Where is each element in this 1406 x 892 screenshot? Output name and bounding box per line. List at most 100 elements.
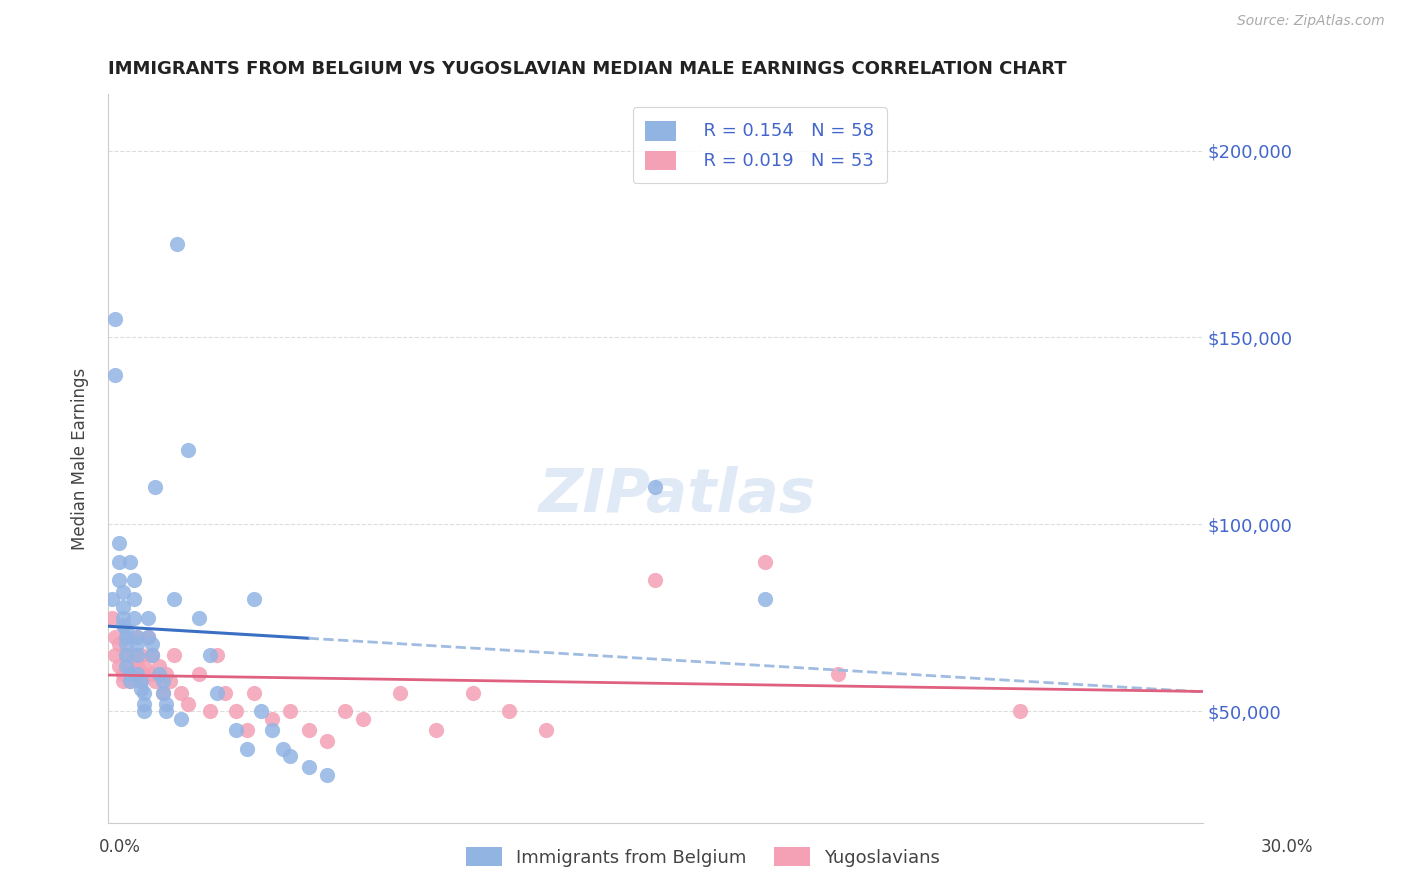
Point — [115, 659, 138, 673]
Point — [115, 622, 138, 636]
Point — [129, 681, 152, 696]
Point — [152, 685, 174, 699]
Point — [127, 667, 149, 681]
Point — [122, 667, 145, 681]
Point — [134, 685, 156, 699]
Point — [425, 723, 447, 737]
Point — [115, 648, 138, 663]
Point — [214, 685, 236, 699]
Point — [1010, 704, 1032, 718]
Point — [280, 749, 302, 764]
Legend: Immigrants from Belgium, Yugoslavians: Immigrants from Belgium, Yugoslavians — [458, 840, 948, 874]
Legend:   R = 0.154   N = 58,   R = 0.019   N = 53: R = 0.154 N = 58, R = 0.019 N = 53 — [633, 107, 887, 183]
Point — [145, 480, 167, 494]
Point — [129, 648, 152, 663]
Point — [243, 685, 266, 699]
Point — [104, 648, 127, 663]
Point — [298, 723, 321, 737]
Point — [198, 704, 221, 718]
Point — [108, 574, 131, 588]
Point — [644, 480, 666, 494]
Point — [148, 659, 170, 673]
Point — [498, 704, 520, 718]
Point — [163, 648, 186, 663]
Point — [115, 667, 138, 681]
Point — [461, 685, 484, 699]
Point — [118, 674, 141, 689]
Point — [118, 659, 141, 673]
Point — [316, 768, 339, 782]
Point — [129, 674, 152, 689]
Point — [163, 592, 186, 607]
Point — [754, 592, 776, 607]
Point — [111, 611, 134, 625]
Point — [134, 704, 156, 718]
Point — [127, 630, 149, 644]
Point — [207, 685, 229, 699]
Point — [127, 659, 149, 673]
Point — [111, 618, 134, 632]
Point — [141, 667, 163, 681]
Point — [134, 659, 156, 673]
Point — [155, 704, 177, 718]
Point — [316, 734, 339, 748]
Point — [388, 685, 411, 699]
Point — [170, 712, 193, 726]
Point — [177, 442, 200, 457]
Point — [129, 674, 152, 689]
Point — [104, 630, 127, 644]
Point — [155, 697, 177, 711]
Point — [298, 760, 321, 774]
Point — [754, 555, 776, 569]
Point — [280, 704, 302, 718]
Point — [111, 674, 134, 689]
Point — [118, 674, 141, 689]
Point — [104, 368, 127, 382]
Point — [100, 592, 122, 607]
Point — [115, 648, 138, 663]
Point — [243, 592, 266, 607]
Point — [141, 648, 163, 663]
Text: 0.0%: 0.0% — [98, 838, 141, 855]
Point — [118, 667, 141, 681]
Point — [108, 536, 131, 550]
Point — [111, 667, 134, 681]
Point — [148, 667, 170, 681]
Point — [111, 599, 134, 614]
Point — [225, 704, 247, 718]
Point — [152, 674, 174, 689]
Point — [271, 741, 294, 756]
Point — [141, 648, 163, 663]
Text: 30.0%: 30.0% — [1260, 838, 1313, 855]
Text: ZIPatlas: ZIPatlas — [538, 466, 815, 524]
Point — [207, 648, 229, 663]
Point — [225, 723, 247, 737]
Point — [262, 712, 284, 726]
Point — [122, 574, 145, 588]
Point — [127, 637, 149, 651]
Text: IMMIGRANTS FROM BELGIUM VS YUGOSLAVIAN MEDIAN MALE EARNINGS CORRELATION CHART: IMMIGRANTS FROM BELGIUM VS YUGOSLAVIAN M… — [108, 60, 1067, 78]
Point — [333, 704, 356, 718]
Point — [170, 685, 193, 699]
Point — [136, 630, 159, 644]
Point — [235, 741, 257, 756]
Point — [155, 667, 177, 681]
Point — [644, 574, 666, 588]
Point — [111, 584, 134, 599]
Point — [134, 667, 156, 681]
Point — [141, 637, 163, 651]
Point — [127, 648, 149, 663]
Point — [134, 697, 156, 711]
Point — [352, 712, 374, 726]
Point — [534, 723, 557, 737]
Point — [827, 667, 849, 681]
Point — [250, 704, 273, 718]
Point — [122, 611, 145, 625]
Point — [188, 667, 211, 681]
Point — [177, 697, 200, 711]
Text: Source: ZipAtlas.com: Source: ZipAtlas.com — [1237, 14, 1385, 28]
Point — [104, 311, 127, 326]
Point — [159, 674, 181, 689]
Point — [115, 637, 138, 651]
Point — [145, 674, 167, 689]
